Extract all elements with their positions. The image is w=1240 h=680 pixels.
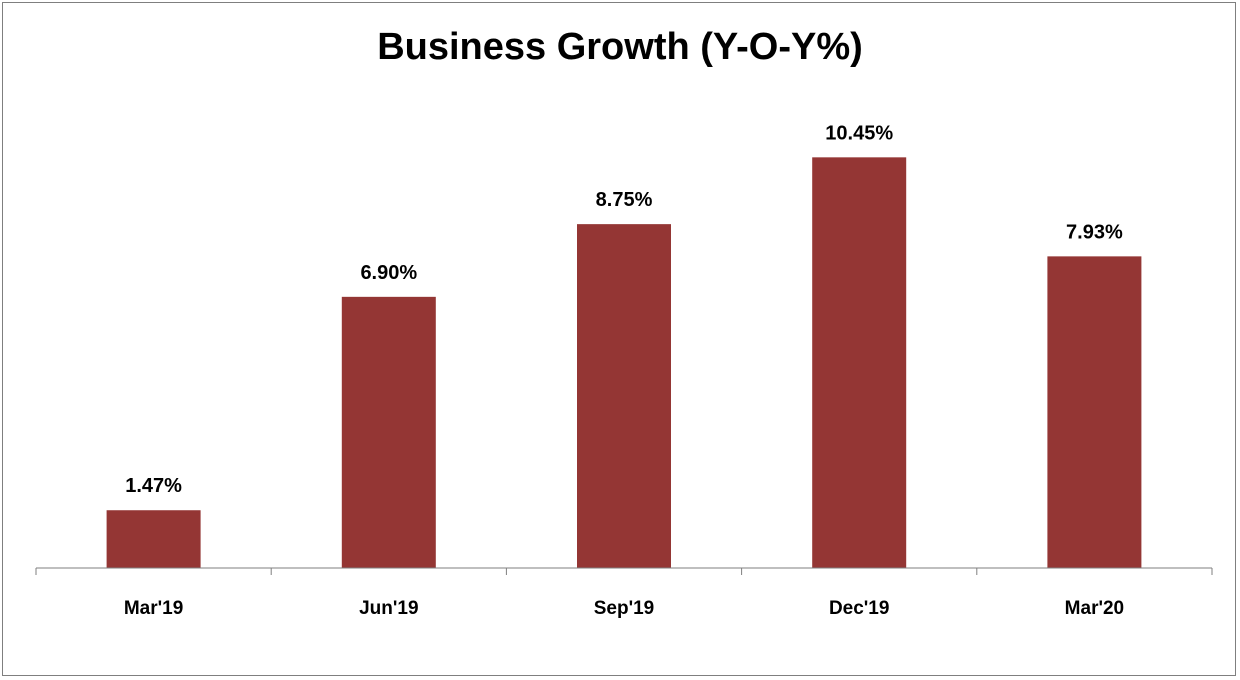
chart-title: Business Growth (Y-O-Y%)	[377, 26, 863, 68]
data-label: 6.90%	[360, 262, 417, 284]
bar	[106, 510, 201, 568]
x-tick-label: Jun'19	[359, 598, 418, 619]
data-label: 8.75%	[596, 189, 653, 211]
bar	[341, 296, 436, 568]
x-axis: Mar'19 Jun'19 Sep'19 Dec'19 Mar'20	[35, 567, 1213, 619]
bars-group	[106, 157, 1142, 569]
bar	[812, 157, 907, 569]
bar	[577, 224, 671, 568]
x-tick-label: Mar'19	[124, 598, 183, 619]
data-label: 1.47%	[125, 475, 182, 497]
bar	[1047, 256, 1142, 568]
x-tick-label: Dec'19	[829, 598, 890, 619]
data-label: 7.93%	[1066, 221, 1123, 243]
x-tick-label: Sep'19	[594, 598, 655, 619]
data-label: 10.45%	[825, 122, 893, 144]
data-labels-group: 1.47% 6.90% 8.75% 10.45% 7.93%	[125, 122, 1123, 497]
x-tick-label: Mar'20	[1065, 598, 1124, 619]
